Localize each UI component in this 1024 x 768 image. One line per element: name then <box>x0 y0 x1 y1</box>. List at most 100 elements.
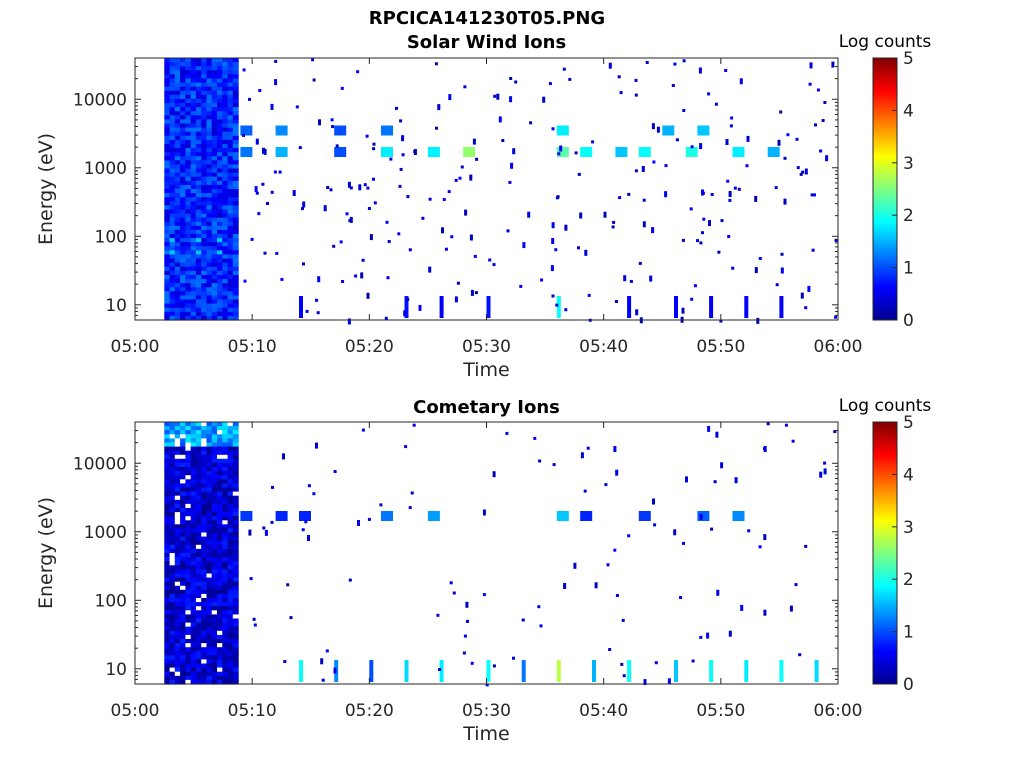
heatmap-cell <box>726 179 730 183</box>
x-tick-label: 05:50 <box>696 701 745 721</box>
heatmap-cell <box>211 180 218 186</box>
heatmap-cell <box>201 536 208 542</box>
heatmap-cell <box>249 577 253 581</box>
heatmap-cell <box>222 577 229 583</box>
heatmap-cell <box>195 430 202 435</box>
heatmap-cell <box>488 258 492 262</box>
heatmap-cell <box>587 293 591 297</box>
heatmap-cell <box>577 246 580 250</box>
heatmap-cell <box>169 544 176 550</box>
heatmap-cell <box>201 671 208 677</box>
heatmap-cell <box>169 553 176 558</box>
heatmap-cell <box>195 172 202 178</box>
heatmap-cell <box>211 639 218 644</box>
heatmap-cell <box>211 458 218 464</box>
heatmap-cell <box>169 598 176 603</box>
heatmap-cell <box>190 152 197 157</box>
heatmap-cell <box>707 92 711 96</box>
heatmap-cell <box>227 651 234 656</box>
heatmap-cell <box>169 516 176 521</box>
heatmap-cell <box>724 69 728 72</box>
heatmap-cell <box>674 296 678 318</box>
heatmap-cell <box>206 475 213 480</box>
heatmap-cell <box>201 307 208 313</box>
heatmap-cell <box>190 606 197 611</box>
heatmap-cell <box>222 643 229 648</box>
heatmap-cell <box>232 258 239 264</box>
heatmap-cell <box>180 462 186 468</box>
heatmap-cell <box>180 536 186 542</box>
heatmap-cell <box>232 643 239 648</box>
heatmap-cell <box>222 647 229 652</box>
heatmap-cell <box>302 201 306 208</box>
heatmap-cell <box>232 103 239 108</box>
heatmap-cell <box>190 491 197 497</box>
heatmap-cell <box>190 262 197 268</box>
heatmap-cell <box>185 254 192 260</box>
heatmap-cell <box>381 511 393 521</box>
heatmap-cell <box>211 602 218 607</box>
heatmap-cell <box>222 197 229 202</box>
heatmap-cell <box>222 279 229 284</box>
heatmap-cell <box>174 197 181 202</box>
heatmap-cell <box>463 85 467 89</box>
heatmap-cell <box>169 659 176 665</box>
heatmap-cell <box>413 149 417 155</box>
heatmap-cell <box>169 123 176 129</box>
heatmap-cell <box>217 90 223 96</box>
heatmap-cell <box>164 593 171 599</box>
heatmap-cell <box>217 254 223 260</box>
heatmap-cell <box>206 499 213 505</box>
heatmap-cell <box>227 90 234 96</box>
heatmap-cell <box>190 532 197 538</box>
heatmap-cell <box>206 663 213 669</box>
heatmap-cell <box>222 548 229 554</box>
heatmap-cell <box>227 589 234 595</box>
heatmap-cell <box>169 618 176 624</box>
heatmap-cell <box>217 258 223 264</box>
heatmap-cell <box>206 679 213 685</box>
heatmap-cell <box>174 307 181 313</box>
heatmap-cell <box>169 581 176 587</box>
heatmap-cell <box>190 279 197 284</box>
heatmap-cell <box>227 287 234 292</box>
heatmap-cell <box>211 266 218 272</box>
heatmap-cell <box>217 205 223 211</box>
heatmap-cell <box>190 446 197 452</box>
heatmap-cell <box>232 250 239 256</box>
colorbar-tick-label: 5 <box>903 49 914 69</box>
heatmap-cell <box>201 193 208 198</box>
heatmap-cell <box>201 242 208 247</box>
heatmap-cell <box>211 471 218 476</box>
heatmap-cell <box>217 238 223 243</box>
heatmap-cell <box>211 258 218 264</box>
heatmap-cell <box>195 659 202 665</box>
heatmap-cell <box>174 630 181 636</box>
heatmap-cell <box>201 131 208 137</box>
heatmap-cell <box>206 508 213 513</box>
heatmap-cell <box>195 315 202 321</box>
heatmap-cell <box>211 679 218 685</box>
heatmap-cell <box>222 111 229 116</box>
heatmap-cell <box>227 610 234 615</box>
heatmap-cell <box>232 123 239 129</box>
heatmap-cell <box>232 622 239 628</box>
heatmap-cell <box>195 131 202 137</box>
heatmap-cell <box>222 127 229 133</box>
heatmap-cell <box>201 475 208 480</box>
heatmap-cell <box>180 242 186 247</box>
colorbar-tick-label: 0 <box>903 311 914 331</box>
x-tick-label: 05:20 <box>345 337 394 357</box>
x-tick-label: 05:00 <box>111 701 160 721</box>
heatmap-cell <box>164 634 171 640</box>
heatmap-cell <box>232 197 239 202</box>
x-tick-label: 05:40 <box>579 701 628 721</box>
heatmap-cell <box>206 119 213 125</box>
heatmap-cell <box>217 614 223 620</box>
heatmap-cell <box>195 536 202 542</box>
heatmap-cell <box>211 160 218 165</box>
heatmap-cell <box>174 283 181 288</box>
heatmap-cell <box>385 220 389 224</box>
heatmap-cell <box>697 125 710 136</box>
heatmap-cell <box>164 422 171 427</box>
